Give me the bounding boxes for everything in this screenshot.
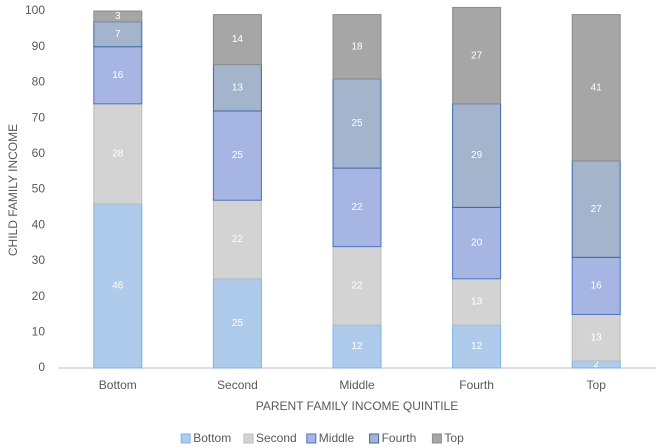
bar-segment (93, 103, 143, 205)
y-tick-label: 30 (32, 253, 46, 267)
bar-segment (571, 14, 621, 162)
value-label: 16 (591, 281, 603, 292)
value-label: 25 (232, 318, 244, 329)
bar-segment (93, 10, 143, 23)
y-tick-label: 10 (32, 324, 46, 338)
y-tick-label: 50 (32, 182, 46, 196)
y-tick-label: 20 (32, 289, 46, 303)
y-tick-label: 0 (38, 360, 45, 374)
bar-segment (571, 160, 621, 258)
y-axis-title: CHILD FAMILY INCOME (6, 124, 20, 256)
bar-segment (93, 203, 143, 369)
bar-segment (332, 246, 382, 326)
legend-label: Fourth (382, 431, 417, 445)
x-tick-label: Second (217, 378, 258, 392)
x-tick-label: Bottom (99, 378, 137, 392)
bar-segment (212, 278, 262, 369)
bar-segment (212, 110, 262, 201)
value-label: 29 (471, 150, 483, 161)
value-label: 12 (351, 341, 363, 352)
legend-label: Second (256, 431, 297, 445)
value-label: 28 (112, 148, 124, 159)
legend-swatch (369, 433, 380, 444)
value-label: 12 (471, 341, 483, 352)
value-label: 41 (591, 82, 603, 93)
bar-segment (571, 256, 621, 315)
y-tick-label: 80 (32, 75, 46, 89)
bar-segment (212, 64, 262, 112)
value-label: 7 (115, 29, 121, 40)
legend-swatch (306, 433, 317, 444)
bar-segment (93, 21, 143, 48)
legend-label: Middle (319, 431, 355, 445)
bar-segment (452, 6, 502, 105)
bar-segment (332, 14, 382, 80)
x-tick-label: Top (587, 378, 607, 392)
x-axis-title: PARENT FAMILY INCOME QUINTILE (256, 399, 458, 413)
legend-label: Top (444, 431, 464, 445)
bar-segment (212, 14, 262, 66)
value-label: 3 (115, 11, 121, 22)
y-tick-label: 90 (32, 39, 46, 53)
x-tick-label: Middle (339, 378, 375, 392)
value-label: 13 (591, 332, 603, 343)
bar-segment (332, 324, 382, 369)
bar-segment (571, 313, 621, 362)
bar-segment (332, 167, 382, 248)
value-label: 22 (351, 202, 363, 213)
value-label: 22 (232, 234, 244, 245)
value-label: 46 (112, 281, 124, 292)
bar-segment (452, 206, 502, 280)
value-label: 22 (351, 281, 363, 292)
bar-segment (212, 199, 262, 280)
bar-segment (332, 78, 382, 169)
value-label: 16 (112, 70, 124, 81)
bar-segment (452, 324, 502, 369)
y-tick-label: 100 (25, 3, 45, 17)
x-tick-label: Fourth (459, 378, 494, 392)
y-tick-label: 40 (32, 217, 46, 231)
y-tick-label: 70 (32, 110, 46, 124)
value-label: 25 (351, 118, 363, 129)
value-label: 20 (471, 238, 483, 249)
value-label: 14 (232, 34, 244, 45)
value-label: 13 (232, 82, 244, 93)
legend-swatch (431, 433, 442, 444)
y-tick-label: 60 (32, 146, 46, 160)
value-label: 18 (351, 41, 363, 52)
value-label: 27 (471, 50, 483, 61)
bar-segment (452, 278, 502, 326)
value-label: 13 (471, 297, 483, 308)
legend-swatch (180, 433, 191, 444)
value-label: 25 (232, 150, 244, 161)
value-label: 2 (593, 359, 599, 370)
bar-segment (452, 103, 502, 208)
value-label: 27 (591, 204, 603, 215)
legend-swatch (243, 433, 254, 444)
legend-label: Bottom (193, 431, 231, 445)
